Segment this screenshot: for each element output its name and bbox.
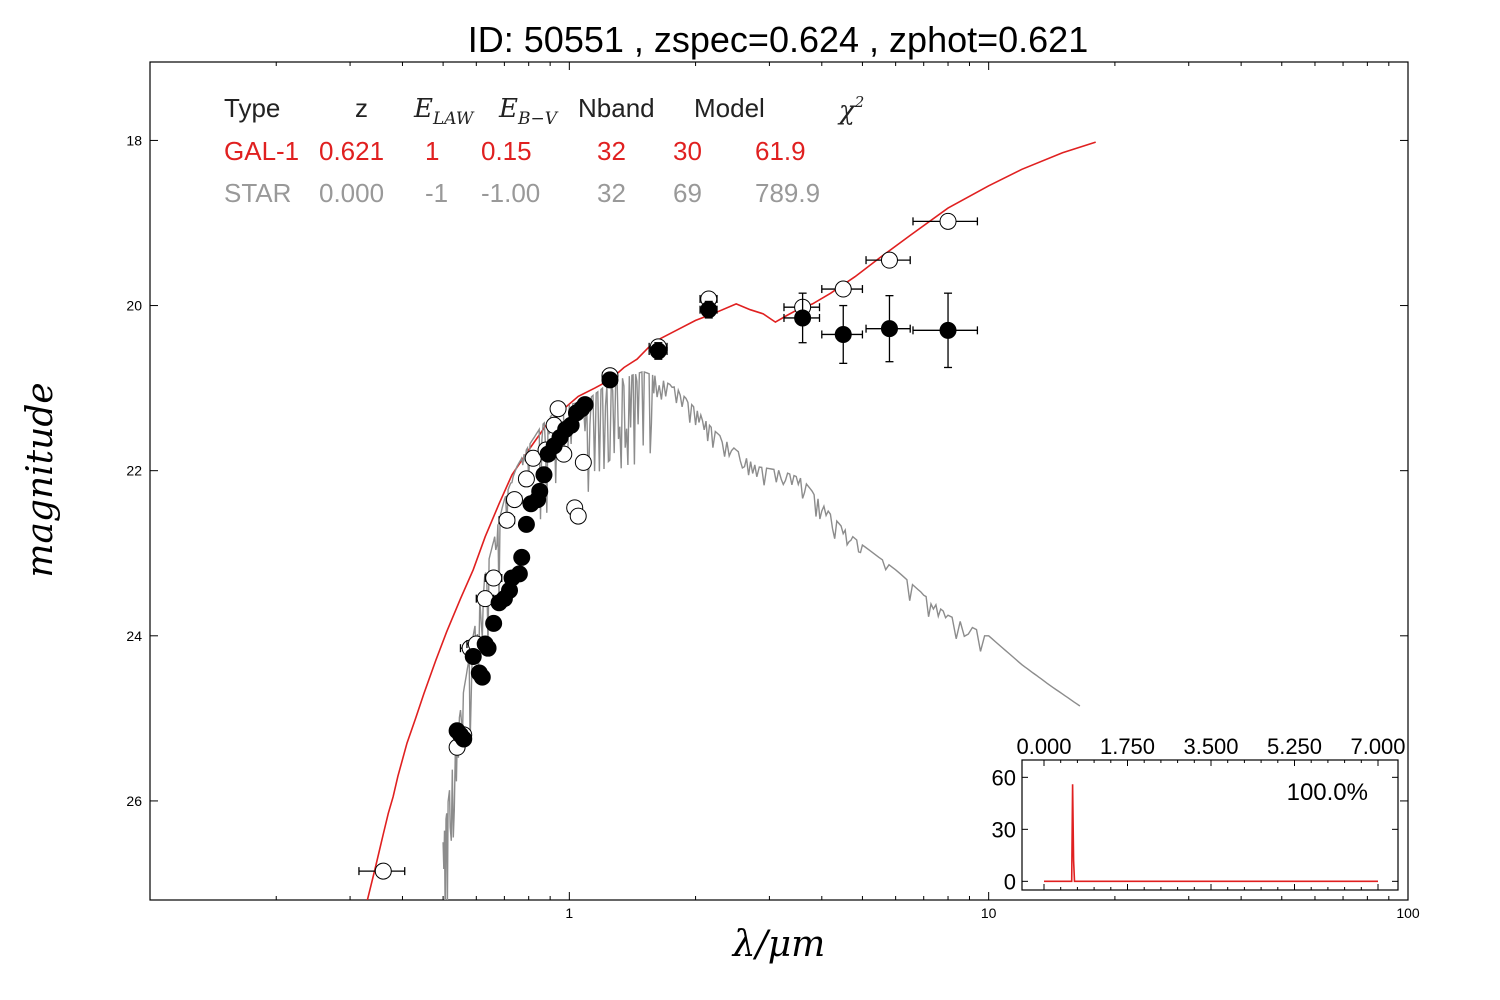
observed-point-open [505,491,523,509]
observed-point-open [517,470,535,488]
observed-point-open [834,280,852,298]
inset-x-tick-label: 3.500 [1183,734,1238,759]
fit-row-type: STAR [224,178,291,208]
observed-point-filled [513,548,531,566]
inset-x-tick-label: 5.250 [1267,734,1322,759]
star-model-curve [442,371,1081,900]
observed-point-filled [517,515,535,533]
inset-frame [1021,759,1399,891]
y-tick-label: 20 [126,298,142,314]
header-nband: Nband [578,93,655,123]
fit-row-e_bv: 0.15 [481,136,532,166]
pdz-curve [1044,784,1378,883]
x-axis-label: λ/μm [731,924,825,965]
observed-point-open [939,212,957,230]
fit-table-rows: GAL-1 0.621 1 0.15 32 30 61.9 STAR 0.000 -1 -1.00 3… [224,136,820,208]
y-axis-label: magnitude [20,382,61,577]
observed-point-open [574,453,592,471]
inset-y-tick-label: 60 [992,765,1016,790]
fit-row-z: 0.000 [319,178,384,208]
observed-point-open [374,862,392,880]
y-tick-label: 26 [126,793,142,809]
observed-point-filled [601,371,619,389]
inset-y-tick-label: 30 [992,817,1016,842]
observed-point-filled [649,342,667,360]
fit-row-model: 30 [673,136,702,166]
fit-row-z: 0.621 [319,136,384,166]
y-tick-label: 18 [126,132,142,148]
observed-point-filled [834,325,852,343]
x-tick-label: 1 [565,905,573,921]
observed-point-filled [479,639,497,657]
fit-row-e_law: 1 [425,136,439,166]
inset-curve [1044,784,1378,883]
observed-point-filled [531,482,549,500]
observed-point-open [569,507,587,525]
fit-row-chi2: 61.9 [755,136,806,166]
fit-row-type: GAL-1 [224,136,299,166]
x-tick-label: 100 [1396,905,1420,921]
fit-row-chi2: 789.9 [755,178,820,208]
header-elaw: ELAW [413,94,475,129]
photometry-points [358,212,979,880]
observed-point-filled [485,614,503,632]
fit-row-e_bv: -1.00 [481,178,540,208]
observed-point-open [485,569,503,587]
fit-row-nband: 32 [597,136,626,166]
inset-y-tick-label: 0 [1004,869,1016,894]
observed-point-filled [510,565,528,583]
observed-point-open [498,511,516,529]
header-ebv: EB−V [498,94,559,129]
inset-x-tick-label: 1.750 [1100,734,1155,759]
observed-point-filled [794,309,812,327]
observed-point-filled [700,301,718,319]
y-tick-label: 22 [126,463,142,479]
inset-ticks: 0.000 1.750 3.500 5.250 7.000 0 30 60 [992,734,1406,894]
observed-point-filled [535,466,553,484]
figure-title: ID: 50551 , zspec=0.624 , zphot=0.621 [468,19,1088,60]
header-z: z [355,93,368,123]
observed-point-open [549,400,567,418]
inset-x-tick-label: 0.000 [1016,734,1071,759]
header-model: Model [694,93,765,123]
observed-point-filled [880,320,898,338]
observed-point-filled [455,730,473,748]
observed-point-filled [464,647,482,665]
observed-point-filled [576,396,594,414]
x-tick-label: 10 [981,905,997,921]
observed-point-filled [939,321,957,339]
header-chi2: χ2 [837,93,864,126]
inset-x-tick-label: 7.000 [1350,734,1405,759]
pdz-inset: 0.000 1.750 3.500 5.250 7.000 0 30 60 100.0% [992,734,1406,894]
fit-row-model: 69 [673,178,702,208]
header-type: Type [224,93,280,123]
fit-table-header: Type z ELAW EB−V Nband Model χ2 [224,93,864,129]
observed-point-filled [473,668,491,686]
fit-row-e_law: -1 [425,178,448,208]
fit-table: Type z ELAW EB−V Nband Model χ2 GAL-1 0.6… [224,93,864,208]
inset-annotation: 100.0% [1287,779,1368,806]
y-tick-label: 24 [126,628,142,644]
observed-point-open [880,251,898,269]
fit-row-nband: 32 [597,178,626,208]
